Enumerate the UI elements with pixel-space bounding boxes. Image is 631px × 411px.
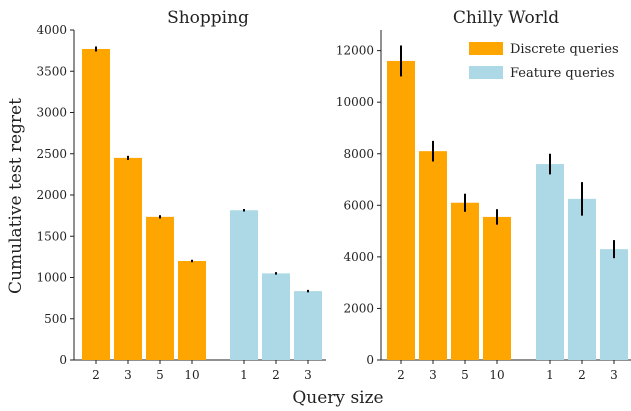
shopping-panel: Shopping 0 500 1000 1500 2000 2500 3000 3500 4000…	[36, 8, 326, 382]
x-tick-label: 5	[156, 368, 164, 382]
x-tick-label: 3	[124, 368, 132, 382]
y-tick-label: 2000	[343, 301, 374, 315]
panel-title: Shopping	[167, 8, 249, 28]
y-tick-label: 8000	[343, 147, 374, 161]
bar	[483, 216, 511, 360]
bar	[451, 202, 479, 360]
bar	[178, 261, 206, 360]
x-tick-label: 2	[92, 368, 100, 382]
x-axis-label: Query size	[292, 388, 383, 408]
x-tick-label: 5	[461, 368, 469, 382]
y-tick-label: 0	[59, 353, 67, 367]
legend-swatch-feature	[469, 66, 503, 79]
bar	[114, 157, 142, 360]
bar	[419, 151, 447, 360]
legend-swatch-discrete	[469, 42, 503, 55]
legend-label-feature: Feature queries	[510, 66, 615, 81]
bar	[536, 164, 564, 360]
y-tick-label: 500	[44, 312, 67, 326]
bar	[146, 216, 174, 360]
y-tick-label: 3500	[36, 64, 67, 78]
chilly-world-panel: Chilly World 0 2000 4000 6000 8000 10000 12000 2…	[336, 8, 631, 382]
bar	[294, 291, 322, 360]
x-tick-label: 1	[546, 368, 554, 382]
bar	[387, 60, 415, 360]
y-tick-label: 2500	[36, 147, 67, 161]
y-tick-label: 0	[366, 353, 374, 367]
x-tick-label: 10	[489, 368, 504, 382]
legend: Discrete queries Feature queries	[469, 42, 619, 81]
y-tick-label: 6000	[343, 198, 374, 212]
x-tick-label: 3	[610, 368, 618, 382]
y-tick-label: 10000	[336, 95, 374, 109]
bar	[568, 198, 596, 360]
y-tick-label: 4000	[36, 23, 67, 37]
y-tick-label: 1500	[36, 229, 67, 243]
x-tick-label: 2	[578, 368, 586, 382]
x-tick-label: 2	[397, 368, 405, 382]
x-tick-label: 2	[272, 368, 280, 382]
x-tick-label: 10	[184, 368, 199, 382]
x-tick-label: 3	[304, 368, 312, 382]
y-tick-label: 2000	[36, 188, 67, 202]
legend-label-discrete: Discrete queries	[510, 42, 619, 57]
y-tick-label: 4000	[343, 250, 374, 264]
x-tick-label: 3	[429, 368, 437, 382]
bar	[82, 48, 110, 360]
y-tick-label: 3000	[36, 106, 67, 120]
y-tick-label: 1000	[36, 271, 67, 285]
bar	[230, 210, 258, 360]
x-tick-label: 1	[240, 368, 248, 382]
panel-title: Chilly World	[453, 8, 559, 28]
y-axis-label: Cumulative test regret	[6, 98, 26, 294]
bar	[262, 273, 290, 360]
y-tick-label: 12000	[336, 44, 374, 58]
bar	[600, 249, 628, 360]
